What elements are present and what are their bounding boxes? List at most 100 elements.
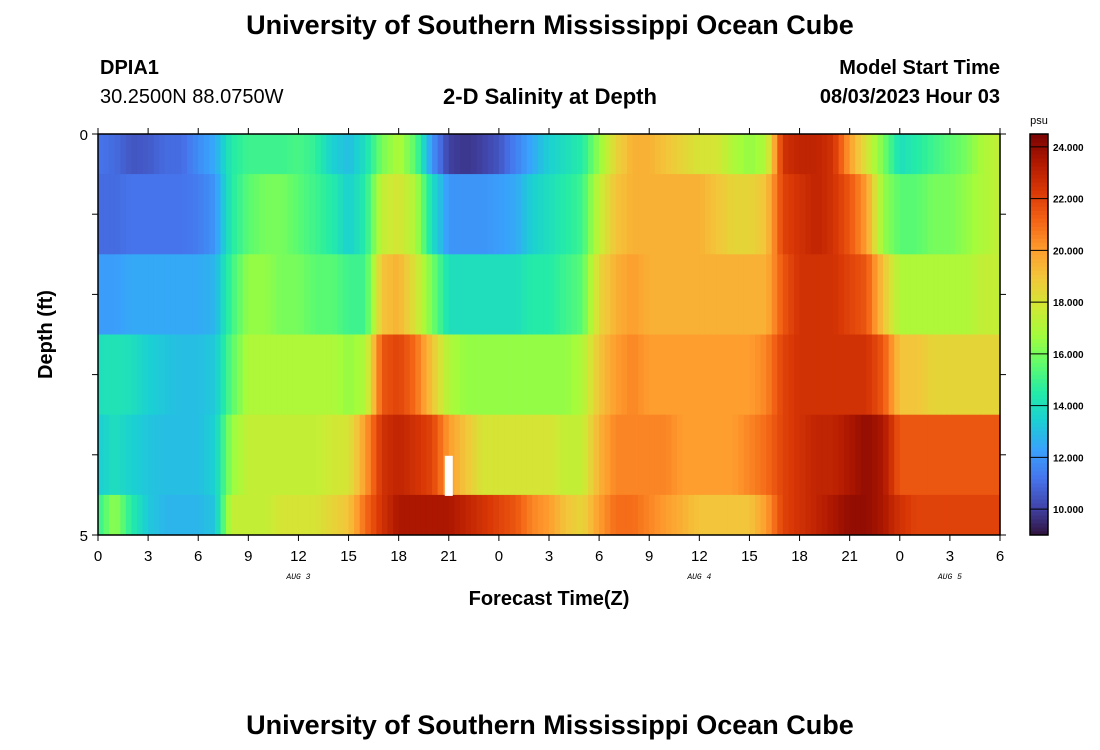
heatmap-cell — [532, 414, 539, 496]
heatmap-cell — [253, 254, 261, 335]
heatmap-cell — [432, 494, 439, 536]
heatmap-cell — [276, 254, 283, 335]
heatmap-cell — [838, 254, 845, 335]
heatmap-cell — [972, 134, 979, 175]
heatmap-cell — [922, 494, 929, 536]
heatmap-cell — [838, 334, 845, 416]
heatmap-cell — [565, 174, 572, 255]
heatmap-cell — [587, 334, 595, 416]
heatmap-cell — [309, 134, 316, 175]
heatmap-cell — [799, 414, 806, 496]
heatmap-cell — [766, 174, 773, 255]
heatmap-cell — [816, 334, 823, 416]
heatmap-cell — [649, 334, 656, 416]
heatmap-cell — [192, 494, 199, 536]
station-id: DPIA1 — [100, 57, 159, 79]
heatmap-cell — [905, 174, 912, 255]
heatmap-cell — [253, 334, 261, 416]
heatmap-cell — [304, 334, 311, 416]
heatmap-cell — [298, 134, 305, 175]
heatmap-cell — [404, 494, 411, 536]
heatmap-cell — [521, 174, 528, 255]
heatmap-cell — [905, 494, 912, 536]
heatmap-cell — [337, 174, 344, 255]
heatmap-cell — [576, 334, 584, 416]
heatmap-cell — [543, 334, 550, 416]
colorbar-segment — [1030, 386, 1048, 392]
colorbar-segment — [1030, 154, 1048, 159]
heatmap-cell — [894, 334, 901, 416]
heatmap-cell — [816, 134, 823, 175]
heatmap-cell — [348, 174, 355, 255]
heatmap-cell — [515, 334, 522, 416]
heatmap-cell — [454, 414, 461, 496]
heatmap-cell — [883, 254, 890, 335]
heatmap-cell — [153, 254, 160, 335]
heatmap-cell — [660, 494, 667, 536]
colorbar-segment — [1030, 390, 1048, 396]
heatmap-cell — [849, 334, 856, 416]
heatmap-cell — [192, 254, 199, 335]
heatmap-cell — [716, 254, 723, 335]
heatmap-cell — [292, 254, 300, 335]
heatmap-cell — [704, 134, 712, 175]
heatmap-cell — [175, 254, 183, 335]
heatmap-cell — [910, 494, 918, 536]
x-tick-label: 21 — [440, 548, 457, 565]
heatmap-cell — [454, 134, 461, 175]
heatmap-cell — [983, 254, 990, 335]
heatmap-cell — [899, 174, 906, 255]
x-tick-label: 6 — [194, 548, 202, 565]
colorbar-segment — [1030, 458, 1048, 464]
heatmap-cell — [459, 174, 467, 255]
heatmap-cell — [437, 134, 444, 175]
heatmap-cell — [771, 134, 778, 175]
heatmap-cell — [710, 174, 717, 255]
heatmap-cell — [866, 334, 873, 416]
heatmap-cell — [381, 414, 389, 496]
heatmap-cell — [860, 494, 867, 536]
heatmap-cell — [320, 494, 327, 536]
heatmap-cell — [192, 134, 199, 175]
day-label: AUG 4 — [686, 573, 711, 582]
heatmap-cell — [949, 174, 957, 255]
heatmap-cell — [426, 414, 433, 496]
heatmap-cell — [821, 334, 828, 416]
heatmap-cell — [164, 254, 171, 335]
heatmap-cell — [721, 334, 728, 416]
heatmap-cell — [493, 334, 500, 416]
heatmap-cell — [103, 414, 110, 496]
heatmap-cell — [704, 414, 712, 496]
colorbar-segment — [1030, 282, 1048, 287]
heatmap-cell — [549, 414, 556, 496]
heatmap-cell — [716, 414, 723, 496]
heatmap-cell — [922, 254, 929, 335]
heatmap-cell — [426, 334, 433, 416]
heatmap-cell — [688, 174, 695, 255]
heatmap-cell — [844, 494, 851, 536]
heatmap-cell — [927, 254, 934, 335]
heatmap-cell — [487, 134, 494, 175]
colorbar-segment — [1030, 230, 1048, 235]
heatmap-cell — [738, 414, 745, 496]
heatmap-cell — [326, 334, 333, 416]
heatmap-cell — [610, 414, 617, 496]
heatmap-cell — [749, 254, 756, 335]
heatmap-cell — [320, 334, 327, 416]
heatmap-cell — [103, 334, 110, 416]
colorbar-segment — [1030, 402, 1048, 408]
heatmap-cell — [537, 134, 545, 175]
heatmap-cell — [309, 174, 316, 255]
heatmap-cell — [988, 134, 996, 175]
heatmap-cell — [443, 134, 450, 175]
heatmap-cell — [504, 414, 511, 496]
heatmap-cell — [621, 254, 628, 335]
colorbar-segment — [1030, 414, 1048, 420]
heatmap-cell — [281, 334, 288, 416]
heatmap-cell — [348, 334, 355, 416]
colorbar-segment — [1030, 438, 1048, 444]
heatmap-cell — [103, 254, 110, 335]
heatmap-cell — [782, 414, 790, 496]
heatmap-cell — [142, 494, 149, 536]
heatmap-cell — [721, 254, 728, 335]
